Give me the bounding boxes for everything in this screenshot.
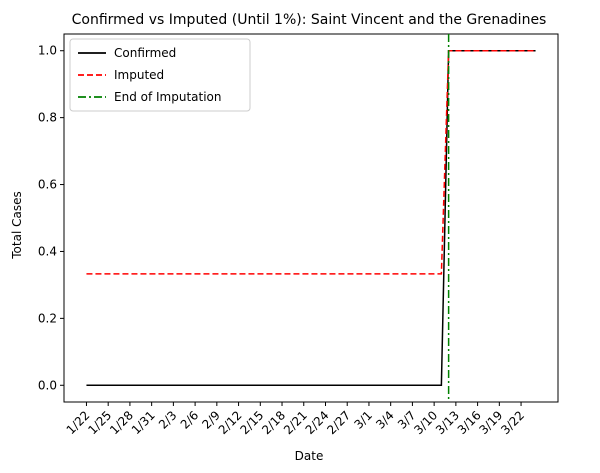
chart-title: Confirmed vs Imputed (Until 1%): Saint V… xyxy=(72,12,547,28)
x-tick-label: 2/21 xyxy=(281,408,310,437)
legend-label: End of Imputation xyxy=(114,90,222,104)
legend-label: Imputed xyxy=(114,68,164,82)
x-tick-label: 2/6 xyxy=(178,408,202,432)
y-tick-label: 0.0 xyxy=(38,378,57,392)
x-tick-label: 3/1 xyxy=(352,408,376,432)
y-axis-label: Total Cases xyxy=(10,191,24,259)
x-tick-label: 2/15 xyxy=(237,408,266,437)
x-tick-label: 2/3 xyxy=(156,408,180,432)
x-tick-label: 3/16 xyxy=(455,408,484,437)
x-tick-label: 3/22 xyxy=(498,408,527,437)
x-tick-label: 3/13 xyxy=(433,408,462,437)
y-tick-label: 0.6 xyxy=(38,178,57,192)
series-line-imputed xyxy=(86,49,536,275)
plot-frame xyxy=(63,33,559,403)
x-tick-label: 1/28 xyxy=(107,408,136,437)
plot-area: 0.0 0.2 0.4 0.6 0.8 1.0 1/221/251/281/312/32/6… xyxy=(38,33,559,437)
x-tick-label: 2/27 xyxy=(324,408,353,437)
x-tick-label: 1/25 xyxy=(85,408,114,437)
x-tick-label: 3/10 xyxy=(411,408,440,437)
x-tick-label: 1/22 xyxy=(64,408,93,437)
x-tick-label: 1/31 xyxy=(129,408,158,437)
y-tick-label: 0.4 xyxy=(38,244,57,258)
legend-box xyxy=(69,38,251,112)
legend-label: Confirmed xyxy=(114,46,176,60)
y-tick-label: 0.8 xyxy=(38,111,57,125)
x-tick-label: 2/12 xyxy=(216,408,245,437)
x-axis-label: Date xyxy=(295,449,324,463)
y-tick-label: 0.2 xyxy=(38,311,57,325)
x-tick-label: 2/18 xyxy=(259,408,288,437)
y-tick-label: 1.0 xyxy=(38,44,57,58)
x-tick-label: 3/19 xyxy=(476,408,505,437)
x-tick-label: 3/4 xyxy=(373,408,397,432)
x-tick-label: 2/24 xyxy=(303,408,332,437)
